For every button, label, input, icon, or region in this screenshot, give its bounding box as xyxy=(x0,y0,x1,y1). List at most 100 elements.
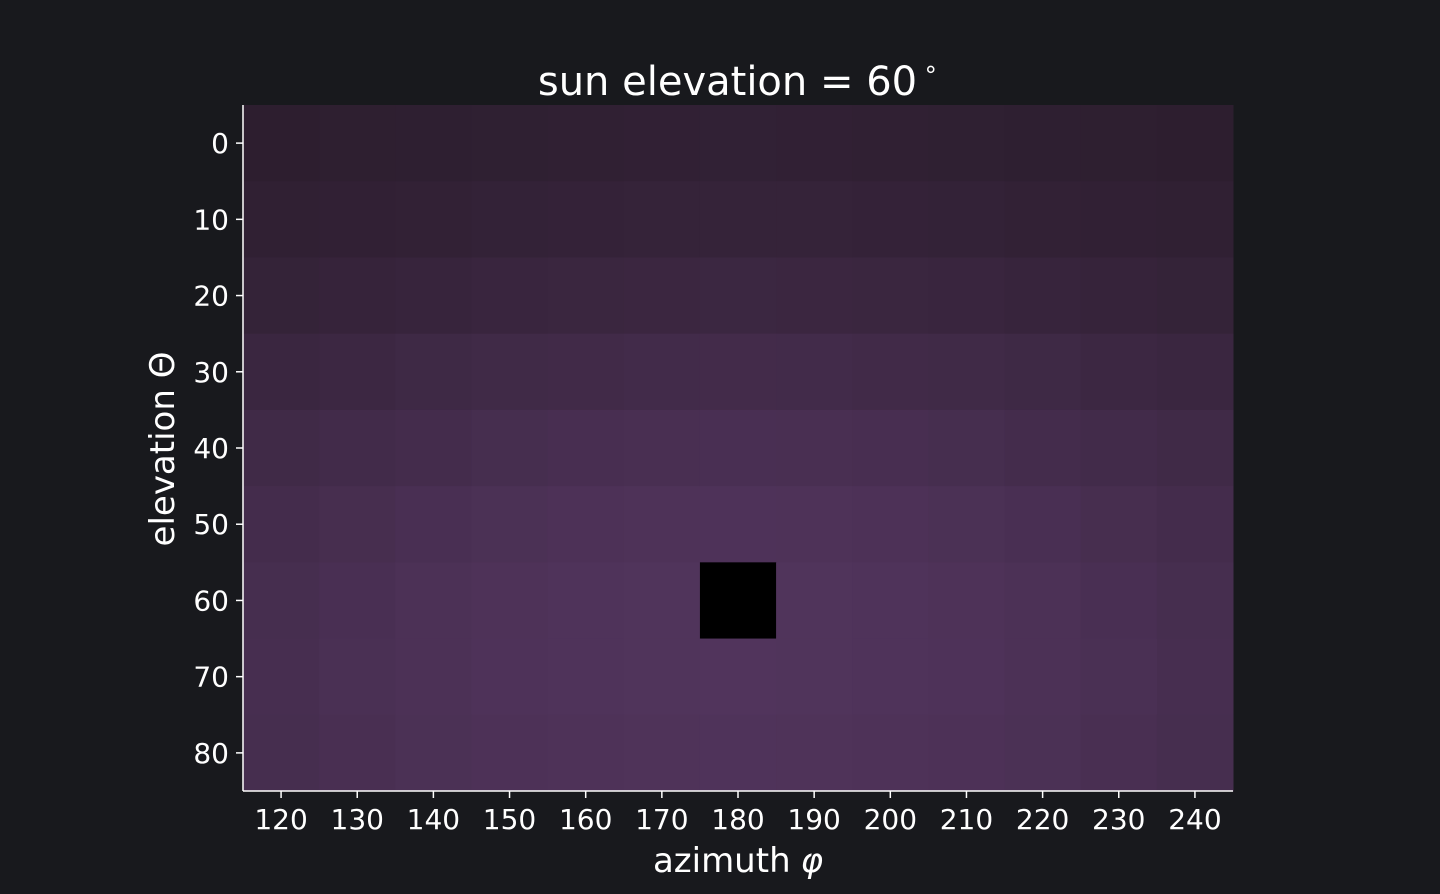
heatmap-cell xyxy=(547,638,625,716)
heatmap-cell xyxy=(776,486,853,563)
x-tick-label: 130 xyxy=(331,803,384,836)
x-tick-label: 200 xyxy=(864,803,917,836)
heatmap-cell xyxy=(1156,333,1234,411)
y-tick-label: 10 xyxy=(193,203,229,236)
heatmap-cell xyxy=(1080,409,1158,487)
heatmap-cell xyxy=(1004,257,1082,335)
x-ticks: 120 130 140 150 160 170 180 190 200 210 220 230 240 xyxy=(254,791,1222,836)
heatmap-cell xyxy=(547,714,625,792)
heatmap-cell xyxy=(243,562,320,640)
heatmap-cell xyxy=(928,486,1006,563)
heatmap-cell xyxy=(471,714,549,792)
heatmap-cell xyxy=(776,638,853,716)
heatmap-cell xyxy=(395,257,472,335)
heatmap-cell xyxy=(395,638,472,716)
heatmap-cell xyxy=(1004,105,1082,182)
heatmap-cell xyxy=(776,105,853,182)
heatmap-cell xyxy=(699,638,777,716)
heatmap-cell xyxy=(243,333,320,411)
heatmap-cell xyxy=(395,562,472,640)
heatmap-cell xyxy=(852,486,929,563)
heatmap-cell xyxy=(623,257,701,335)
heatmap-cell xyxy=(623,562,701,640)
y-tick-label: 50 xyxy=(193,508,229,541)
heatmap-cell xyxy=(776,714,853,792)
heatmap-cell xyxy=(928,257,1006,335)
x-tick-label: 160 xyxy=(559,803,612,836)
heatmap-cells xyxy=(243,105,1234,792)
heatmap-cell xyxy=(319,105,396,182)
heatmap-cell xyxy=(928,333,1006,411)
heatmap-cell xyxy=(1080,714,1158,792)
heatmap-cell xyxy=(1156,181,1234,258)
heatmap-cell xyxy=(395,486,472,563)
heatmap-cell xyxy=(243,714,320,792)
heatmap-cell xyxy=(395,105,472,182)
heatmap-cell xyxy=(1156,638,1234,716)
heatmap-cell xyxy=(471,409,549,487)
heatmap-cell xyxy=(852,714,929,792)
x-tick-label: 240 xyxy=(1168,803,1221,836)
heatmap-cell xyxy=(1004,638,1082,716)
y-tick-label: 40 xyxy=(193,432,229,465)
heatmap-cell-masked xyxy=(699,562,777,640)
heatmap-cell xyxy=(395,714,472,792)
heatmap-cell xyxy=(471,105,549,182)
heatmap-cell xyxy=(699,486,777,563)
heatmap-cell xyxy=(1080,486,1158,563)
heatmap-cell xyxy=(776,562,853,640)
heatmap-cell xyxy=(319,638,396,716)
heatmap-cell xyxy=(319,486,396,563)
x-tick-label: 170 xyxy=(635,803,688,836)
heatmap-cell xyxy=(623,486,701,563)
heatmap-cell xyxy=(699,181,777,258)
heatmap-cell xyxy=(395,409,472,487)
x-tick-label: 180 xyxy=(711,803,764,836)
heatmap-cell xyxy=(547,181,625,258)
heatmap-cell xyxy=(319,714,396,792)
x-tick-label: 220 xyxy=(1016,803,1069,836)
heatmap-cell xyxy=(1080,105,1158,182)
heatmap-cell xyxy=(699,409,777,487)
heatmap-cell xyxy=(1080,257,1158,335)
x-tick-label: 140 xyxy=(407,803,460,836)
heatmap-cell xyxy=(852,638,929,716)
heatmap-cell xyxy=(471,638,549,716)
heatmap-cell xyxy=(547,486,625,563)
heatmap-cell xyxy=(243,181,320,258)
y-tick-label: 80 xyxy=(193,737,229,770)
y-tick-label: 60 xyxy=(193,584,229,617)
heatmap-cell xyxy=(776,181,853,258)
heatmap-cell xyxy=(852,181,929,258)
heatmap-cell xyxy=(471,181,549,258)
heatmap-cell xyxy=(547,562,625,640)
heatmap-cell xyxy=(928,562,1006,640)
heatmap-cell xyxy=(1156,257,1234,335)
heatmap-cell xyxy=(547,105,625,182)
heatmap-cell xyxy=(547,409,625,487)
heatmap-cell xyxy=(699,333,777,411)
heatmap-cell xyxy=(243,409,320,487)
heatmap-cell xyxy=(1156,562,1234,640)
heatmap-cell xyxy=(928,105,1006,182)
heatmap-cell xyxy=(471,333,549,411)
heatmap-cell xyxy=(928,181,1006,258)
heatmap-cell xyxy=(623,638,701,716)
x-tick-label: 210 xyxy=(940,803,993,836)
heatmap-cell xyxy=(1004,181,1082,258)
heatmap-cell xyxy=(1080,333,1158,411)
heatmap-cell xyxy=(623,105,701,182)
x-tick-label: 230 xyxy=(1092,803,1145,836)
heatmap-cell xyxy=(547,333,625,411)
heatmap-cell xyxy=(623,333,701,411)
heatmap-cell xyxy=(928,638,1006,716)
heatmap-cell xyxy=(852,257,929,335)
heatmap-cell xyxy=(1080,562,1158,640)
y-tick-label: 0 xyxy=(211,127,229,160)
heatmap-cell xyxy=(852,105,929,182)
chart-title: sun elevation = 60 ∘ xyxy=(538,55,938,105)
heatmap-cell xyxy=(928,409,1006,487)
heatmap-cell xyxy=(471,562,549,640)
